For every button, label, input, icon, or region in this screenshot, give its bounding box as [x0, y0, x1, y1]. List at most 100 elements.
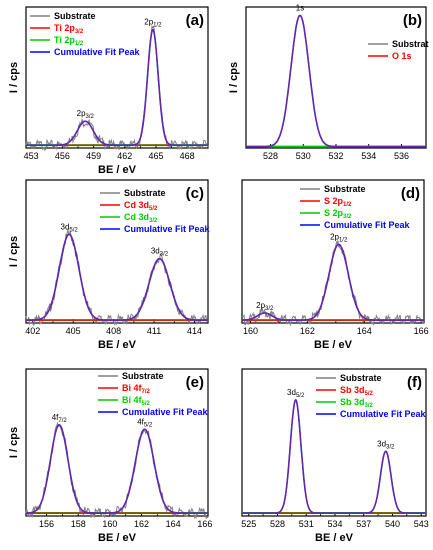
legend-label-sub: 1/2 — [75, 41, 84, 47]
peak-label-main: 2p — [256, 301, 265, 310]
panel-label: (b) — [403, 12, 422, 29]
x-tick-label: 459 — [86, 151, 101, 161]
cumulative-fit-curve — [26, 233, 208, 321]
x-tick-label: 456 — [55, 151, 70, 161]
component-peak-2 — [242, 450, 426, 514]
legend-label-sub: 5/2 — [142, 401, 151, 407]
legend-label-sub: 5/2 — [149, 206, 158, 212]
component-peak-1 — [246, 14, 426, 148]
legend-label: Cumulative Fit Peak — [324, 220, 411, 230]
peak-label-sub: 5/2 — [296, 393, 305, 399]
panel-label: (a) — [186, 12, 204, 29]
peak-label: 3d3/2 — [151, 247, 169, 258]
peak-label-sub: 3/2 — [160, 252, 169, 258]
legend-entry: Substrate — [324, 184, 366, 194]
x-tick-label: 160 — [102, 519, 117, 529]
x-axis-label: BE / eV — [98, 164, 137, 176]
legend-entry: Substrate — [340, 373, 382, 383]
legend-entry: Ti 2p3/2 — [54, 23, 84, 35]
substrate-curve — [25, 24, 209, 152]
legend-label: Cumulative Fit Peak — [124, 224, 211, 234]
legend-entry: S 2p3/2 — [324, 208, 352, 220]
x-tick-label: 160 — [243, 326, 258, 336]
legend-label: S 2p — [324, 208, 344, 218]
legend-label: Sb 3d — [340, 397, 365, 407]
panel-label: (d) — [401, 185, 420, 202]
x-tick-label: 158 — [71, 519, 86, 529]
x-tick-label: 528 — [270, 519, 285, 529]
legend-label: O 1s — [392, 51, 412, 61]
peak-label-main: 3d — [377, 439, 386, 448]
peak-label: 4f7/2 — [52, 413, 68, 424]
fit-overlay-curve — [242, 399, 426, 514]
fit-overlay-curve — [26, 424, 208, 514]
peak-label: 3d3/2 — [377, 439, 395, 450]
panel-b: 528 530 532 534 536 I / cps (b) 1s Substrat O 1s — [228, 3, 429, 161]
legend-label-sub: 7/2 — [142, 389, 151, 395]
peak-label-sub: 1/2 — [153, 23, 162, 29]
legend-label: Sb 3d — [340, 385, 365, 395]
x-axis-label: BE / eV — [98, 339, 137, 351]
fit-overlay-curve — [26, 233, 208, 321]
component-peak-1 — [26, 120, 208, 146]
legend-entry: Cd 3d5/2 — [124, 200, 158, 212]
x-tick-label: 537 — [356, 519, 371, 529]
x-axis-label: BE / eV — [314, 339, 353, 351]
legend-entry: Substrate — [54, 11, 96, 21]
legend-label: Substrate — [54, 11, 96, 21]
fit-overlay-curve — [26, 28, 208, 146]
x-tick-label: 531 — [299, 519, 314, 529]
legend-entry: Cd 3d3/2 — [124, 212, 158, 224]
peak-label-sub: 5/2 — [69, 227, 78, 233]
peak-label-main: 1s — [296, 3, 304, 12]
legend-label-sub: 3/2 — [343, 214, 352, 220]
substrate-curve — [25, 228, 209, 326]
legend-label: Ti 2p — [54, 23, 75, 33]
plot-frame — [25, 368, 209, 517]
peak-label: 3d5/2 — [61, 222, 79, 233]
peak-label-sub: 3/2 — [265, 306, 274, 312]
legend-entry: Sb 3d3/2 — [340, 397, 374, 409]
legend-entry: Substrat — [392, 39, 429, 49]
legend-label: Substrate — [324, 184, 366, 194]
peak-label-sub: 1/2 — [339, 237, 348, 243]
y-axis-label: I / cps — [8, 427, 20, 458]
legend-entry: Ti 2p1/2 — [54, 35, 84, 47]
legend-entry: Cumulative Fit Peak — [122, 407, 209, 417]
plot-frame — [245, 6, 427, 149]
peak-label-main: 3d — [151, 247, 160, 256]
x-tick-label: 543 — [414, 519, 429, 529]
panel-label: (e) — [186, 374, 204, 391]
legend-label: Cumulative Fit Peak — [340, 409, 427, 419]
cumulative-fit-curve — [26, 424, 208, 514]
legend-entry: Bi 4f5/2 — [122, 395, 151, 407]
x-tick-label: 532 — [328, 151, 343, 161]
x-tick-label: 528 — [263, 151, 278, 161]
x-tick-label: 164 — [357, 326, 372, 336]
x-tick-label: 156 — [39, 519, 54, 529]
substrate-curve — [246, 14, 426, 148]
peak-label-main: 2p — [144, 18, 153, 27]
peak-label-sub: 5/2 — [144, 422, 153, 428]
peak-label-main: 4f — [52, 413, 59, 422]
x-tick-label: 536 — [394, 151, 409, 161]
peak-label-sub: 3/2 — [86, 114, 95, 120]
x-tick-label: 166 — [197, 519, 212, 529]
legend-label: Cumulative Fit Peak — [54, 47, 141, 57]
legend-entry: S 2p1/2 — [324, 196, 352, 208]
x-tick-label: 162 — [134, 519, 149, 529]
legend-entry: Sb 3d5/2 — [340, 385, 374, 397]
x-axis-label: BE / eV — [315, 532, 354, 544]
legend-entry: Bi 4f7/2 — [122, 383, 151, 395]
peak-label: 1s — [296, 3, 304, 12]
legend-label: Substrat — [392, 39, 429, 49]
legend-label: Cd 3d — [124, 212, 149, 222]
x-tick-label: 402 — [25, 326, 40, 336]
x-tick-label: 534 — [327, 519, 342, 529]
legend-label: Ti 2p — [54, 35, 75, 45]
legend-entry: Substrate — [124, 188, 166, 198]
legend-label-sub: 3/2 — [149, 218, 158, 224]
y-axis-label: I / cps — [8, 62, 20, 93]
